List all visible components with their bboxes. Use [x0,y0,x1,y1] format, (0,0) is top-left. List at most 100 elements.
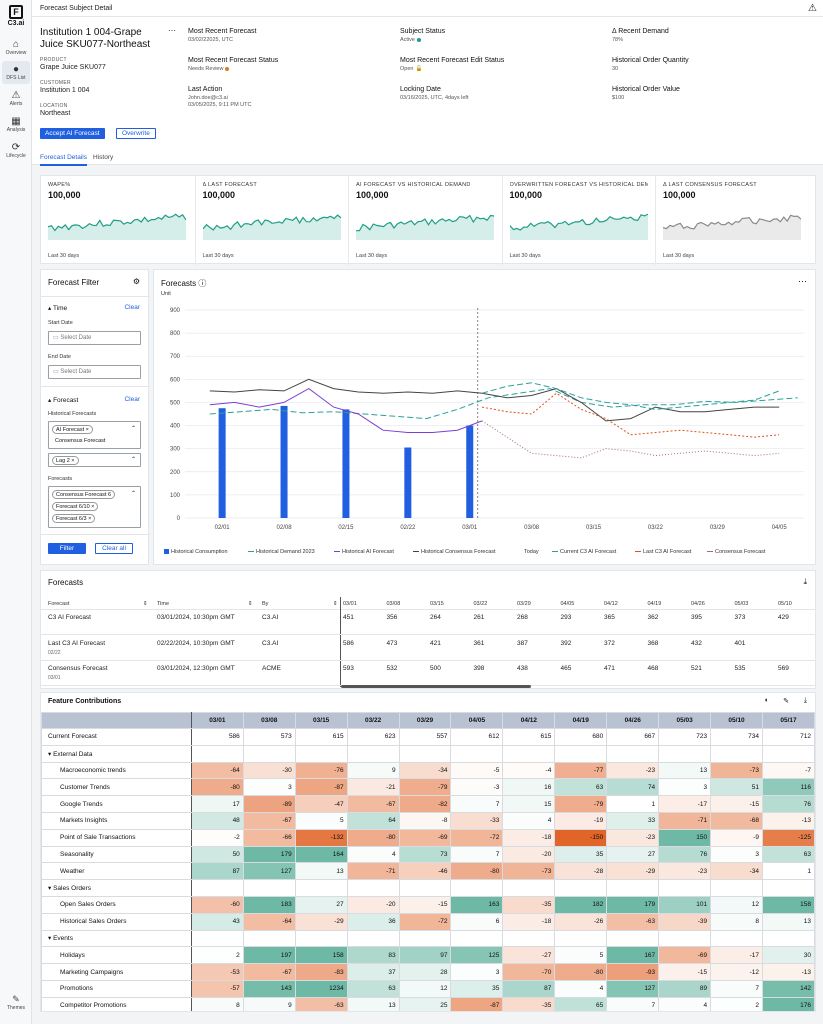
kpi-card[interactable]: AI FORECAST VS HISTORICAL DEMAND 100,000 L… [348,176,501,265]
forecast-value[interactable]: 521 [691,665,702,672]
chip-lag[interactable]: Lag 2 × [52,456,79,465]
kpi-card[interactable]: Δ LAST FORECAST 100,000 Last 30 days [194,176,348,265]
forecast-value[interactable]: 569 [778,665,789,672]
historical-forecasts-select[interactable]: AI Forecast × Consensus Forecast ⌃ [48,421,141,449]
filter-button[interactable]: Filter [48,543,86,554]
chip-consensus-forecast-6[interactable]: Consensus Forecast 6 [52,490,116,499]
legend-item[interactable]: Current C3 AI Forecast [552,549,616,555]
legend-item[interactable]: Historical Consensus Forecast [413,549,496,555]
lag-select[interactable]: Lag 2 × ⌃ [48,453,141,467]
series-line-historical-consensus-forecast[interactable] [209,378,780,422]
legend-item[interactable]: Historical Consumption [164,549,228,555]
chip-forecast-6-10[interactable]: Forecast 6/10 × [52,502,99,511]
overwrite-button[interactable]: Overwrite [116,128,156,139]
forecast-value[interactable]: 293 [560,614,572,621]
tab-history[interactable]: History [93,154,114,161]
info-icon[interactable]: ⓘ [198,279,207,288]
nav-item-analysis[interactable]: ▦ Analysis [2,113,30,136]
clear-all-button[interactable]: Clear all [95,543,133,554]
kpi-card[interactable]: Δ LAST CONSENSUS FORECAST 100,000 Last 30 … [655,176,808,265]
end-date-input[interactable]: ▭ Select Date [48,365,141,379]
consumption-bar[interactable] [280,405,288,518]
forecast-value[interactable]: 451 [343,614,354,621]
legend-item[interactable]: Historical AI Forecast [334,549,394,555]
gear-icon[interactable]: ⚙ [132,277,140,286]
legend-item[interactable]: Today [524,549,539,555]
series-line-historical-ai-forecast[interactable] [209,388,483,433]
forecast-value[interactable]: 261 [473,614,485,621]
forecast-value[interactable]: 392 [560,639,572,647]
close-icon[interactable]: × [88,516,92,522]
time-clear-link[interactable]: Clear [124,304,140,311]
forecast-value[interactable]: 532 [386,665,398,672]
more-options-icon[interactable]: ⋯ [168,26,176,35]
download-icon[interactable]: ⤓ [803,697,807,704]
nav-item-overview[interactable]: ⌂ Overview [2,36,30,59]
legend-item[interactable]: Last C3 AI Forecast [635,549,691,555]
chevron-up-icon[interactable]: ⌃ [130,457,136,463]
warning-icon[interactable]: ⚠ [808,3,817,14]
forecast-value[interactable]: 473 [386,639,398,647]
forecast-value[interactable]: 535 [734,665,746,672]
forecast-value[interactable]: 421 [430,639,441,647]
forecast-value[interactable]: 429 [778,614,789,621]
close-icon[interactable]: × [71,458,75,464]
forecasts-select[interactable]: Consensus Forecast 6 Forecast 6/10 × For… [48,486,141,528]
forecast-value[interactable]: 268 [517,614,528,621]
nav-item-alerts[interactable]: ⚠ Alerts [2,87,30,110]
forecast-value[interactable]: 365 [604,614,615,621]
forecast-value[interactable]: 471 [604,665,615,672]
legend-item[interactable]: Consensus Forecast [707,549,765,555]
close-icon[interactable]: × [91,504,95,510]
group-toggle[interactable]: ▾ External Data [41,744,192,763]
chip-consensus-forecast[interactable]: Consensus Forecast [52,437,109,446]
column-header-time[interactable]: Time [157,601,170,607]
series-line-historical-demand-2023[interactable] [209,388,798,420]
forecast-value[interactable]: 356 [386,614,398,621]
nav-item-dfs-list[interactable]: ● DFS List [2,61,30,84]
sort-icon[interactable]: ⇕ [143,601,148,607]
forecast-value[interactable]: 373 [734,614,746,621]
chip-ai-forecast[interactable]: AI Forecast × [52,425,93,434]
group-toggle[interactable]: ▾ Events [41,929,192,948]
forecast-value[interactable]: 372 [604,639,615,647]
forecast-value[interactable]: 586 [343,639,354,647]
forecast-section-toggle[interactable]: ▴ Forecast [48,396,78,404]
time-section-toggle[interactable]: ▴ Time [48,304,67,312]
tab-forecast-details[interactable]: Forecast Details [40,154,87,166]
chip-forecast-6-3[interactable]: Forecast 6/3 × [52,514,96,523]
palette-icon[interactable]: ◐ [764,697,769,704]
forecast-value[interactable]: 500 [430,665,441,672]
forecast-value[interactable]: 465 [560,665,572,672]
series-line-last-c3-ai-forecast[interactable] [482,392,780,438]
c3-logo[interactable]: F C3.ai [6,5,26,27]
forecast-value[interactable]: 395 [691,614,702,621]
legend-item[interactable]: Historical Demand 2023 [248,549,315,555]
forecast-value[interactable]: 368 [647,639,659,647]
group-toggle[interactable]: ▾ Sales Orders [41,879,192,897]
series-line-current-c3-ai-forecast[interactable] [481,382,780,410]
chevron-up-icon[interactable]: ⌃ [130,491,136,497]
forecast-value[interactable]: 387 [517,639,528,647]
themes-button[interactable]: ✎ Themes [2,994,30,1011]
consumption-bar[interactable] [342,409,350,518]
close-icon[interactable]: × [85,427,89,433]
forecast-value[interactable]: 401 [734,639,746,647]
chevron-up-icon[interactable]: ⌃ [130,426,136,432]
consumption-bar[interactable] [466,425,474,518]
start-date-input[interactable]: ▭ Select Date [48,331,141,345]
forecast-value[interactable]: 362 [647,614,659,621]
sort-icon[interactable]: ⇕ [333,601,338,607]
forecast-value[interactable]: 361 [473,639,485,647]
more-options-icon[interactable]: ⋯ [798,276,807,286]
forecast-clear-link[interactable]: Clear [124,396,140,403]
download-icon[interactable]: ⤓ [803,577,807,586]
nav-item-lifecycle[interactable]: ⟳ Lifecycle [2,139,30,162]
forecast-value[interactable]: 398 [473,665,485,672]
forecast-value[interactable]: 438 [517,665,528,672]
edit-icon[interactable]: ✎ [783,698,789,705]
forecast-value[interactable]: 432 [691,639,702,647]
series-line-consensus-forecast[interactable] [481,420,780,459]
consumption-bar[interactable] [404,447,412,518]
accept-ai-forecast-button[interactable]: Accept AI Forecast [40,128,105,139]
